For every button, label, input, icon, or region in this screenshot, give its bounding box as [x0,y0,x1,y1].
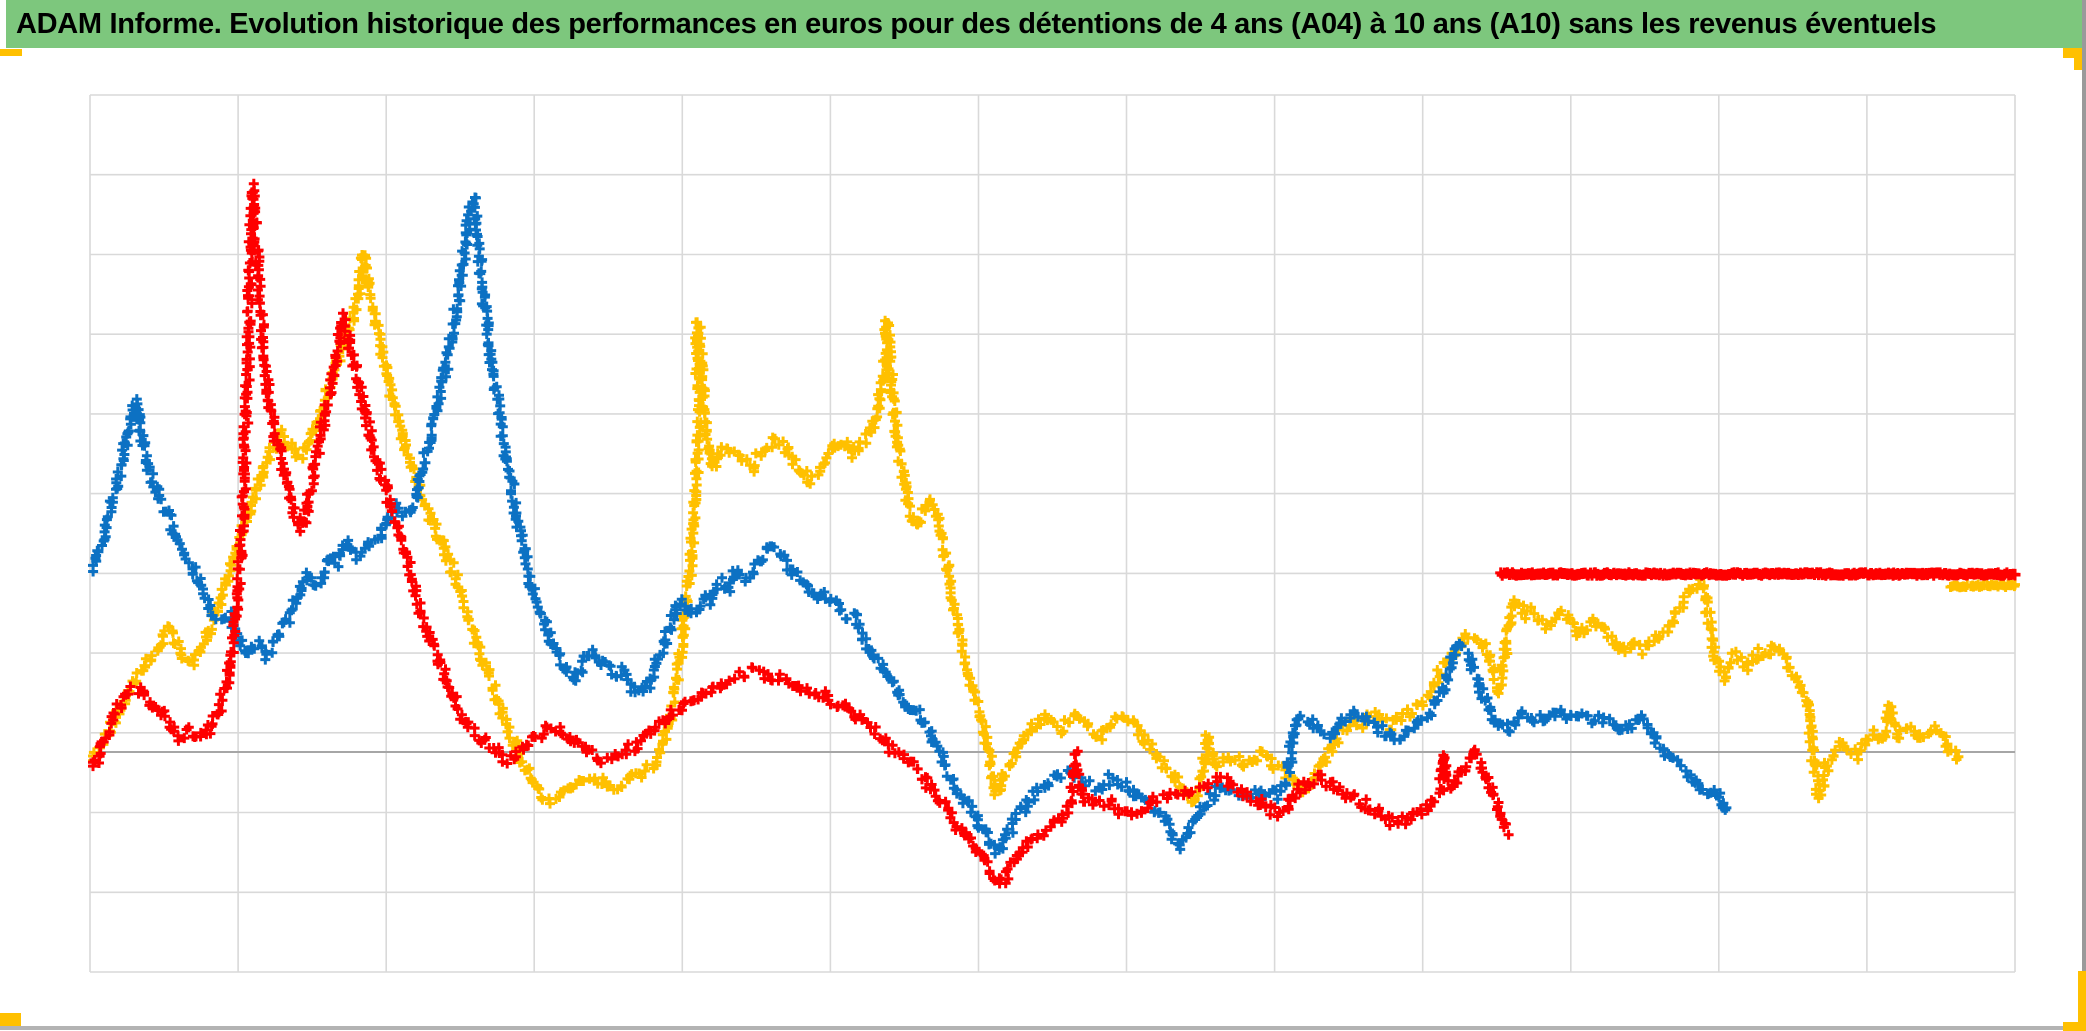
edge-line-bottom [0,1026,2086,1030]
accent-top-left-dash [0,49,22,56]
series-red-run1 [1495,567,2021,581]
accent-bottom-right-corner-v [2078,971,2086,1031]
chart-gridlines [89,94,2016,973]
series-gold-run1 [1945,579,2020,593]
edge-line-right [2082,0,2086,1031]
chart-title: ADAM Informe. Evolution historique des p… [16,8,1937,40]
chart-title-bar: ADAM Informe. Evolution historique des p… [6,0,2082,48]
accent-bottom-right-corner-h [2063,1022,2086,1031]
accent-bottom-left-block [0,1013,21,1026]
series-red-run0 [88,178,1514,889]
chart-series-markers [88,178,2021,889]
